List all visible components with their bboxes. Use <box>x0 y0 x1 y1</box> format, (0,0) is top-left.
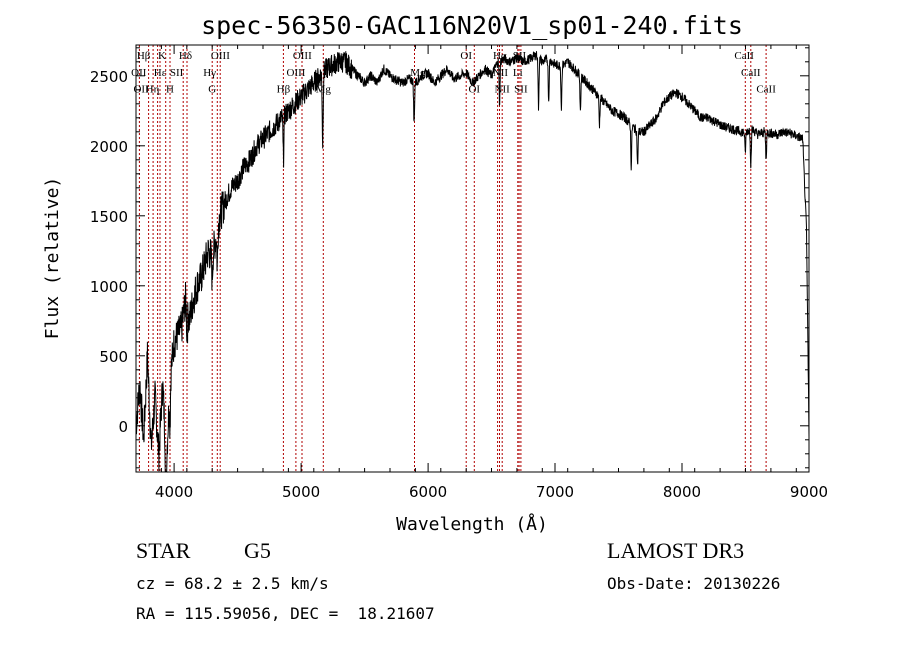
flux-line <box>135 51 810 473</box>
x-tick-label: 9000 <box>790 483 828 501</box>
line-label: OI <box>468 84 480 96</box>
line-label: Li <box>513 67 523 79</box>
x-ticks: 4000 5000 6000 7000 8000 9000 <box>135 45 828 501</box>
y-tick-label: 1500 <box>90 208 128 226</box>
line-label: Hγ <box>203 67 216 79</box>
line-label: SII <box>513 50 527 62</box>
line-label: NII <box>495 84 511 96</box>
redshift-velocity: cz = 68.2 ± 2.5 km/s <box>136 574 329 593</box>
object-class: STAR <box>136 538 191 563</box>
x-tick-label: 8000 <box>663 483 701 501</box>
plot-frame <box>135 44 810 473</box>
line-label: Hβ <box>277 84 291 96</box>
line-label: CaII <box>734 50 754 62</box>
flux-series <box>135 51 810 473</box>
x-tick-label: 6000 <box>409 483 447 501</box>
line-label: K <box>158 50 166 62</box>
line-label: Hα <box>493 50 507 62</box>
object-subclass: G5 <box>244 538 271 563</box>
line-markers <box>138 45 767 472</box>
line-label: CaII <box>756 84 776 96</box>
y-tick-label: 2500 <box>90 68 128 86</box>
line-label: Hδ <box>179 50 192 62</box>
x-axis-label: Wavelength (Å) <box>396 513 548 535</box>
line-label: Mg <box>410 67 426 79</box>
survey-name: LAMOST DR3 <box>607 538 745 563</box>
line-label: G <box>208 84 216 96</box>
line-label: OIII <box>293 50 312 62</box>
line-label: SII <box>170 67 184 79</box>
line-label: Hη <box>146 84 160 96</box>
line-label: OII <box>133 84 149 96</box>
y-tick-label: 0 <box>118 418 128 436</box>
y-ticks: 0 500 1000 1500 2000 2500 <box>90 47 809 469</box>
line-label: Hε <box>154 67 167 79</box>
line-label: Mg <box>316 84 332 96</box>
line-label: OIII <box>287 67 306 79</box>
y-tick-label: 2000 <box>90 138 128 156</box>
chart-title: spec-56350-GAC116N20V1_sp01-240.fits <box>201 11 743 40</box>
sky-coordinates: RA = 115.59056, DEC = 18.21607 <box>136 604 435 623</box>
line-label: H <box>166 84 174 96</box>
y-tick-label: 1000 <box>90 278 128 296</box>
y-tick-label: 500 <box>99 348 128 366</box>
x-tick-label: 5000 <box>282 483 320 501</box>
y-axis-label: Flux (relative) <box>42 177 63 340</box>
line-label: Hβ <box>137 50 151 62</box>
x-tick-label: 7000 <box>536 483 574 501</box>
x-tick-label: 4000 <box>155 483 193 501</box>
line-label: OII <box>131 67 147 79</box>
observation-date: Obs-Date: 20130226 <box>607 574 781 593</box>
line-label: SII <box>514 84 528 96</box>
line-label: CaII <box>741 67 761 79</box>
line-label: OI <box>460 50 472 62</box>
line-label: NII <box>493 67 509 79</box>
line-label: OIII <box>211 50 230 62</box>
